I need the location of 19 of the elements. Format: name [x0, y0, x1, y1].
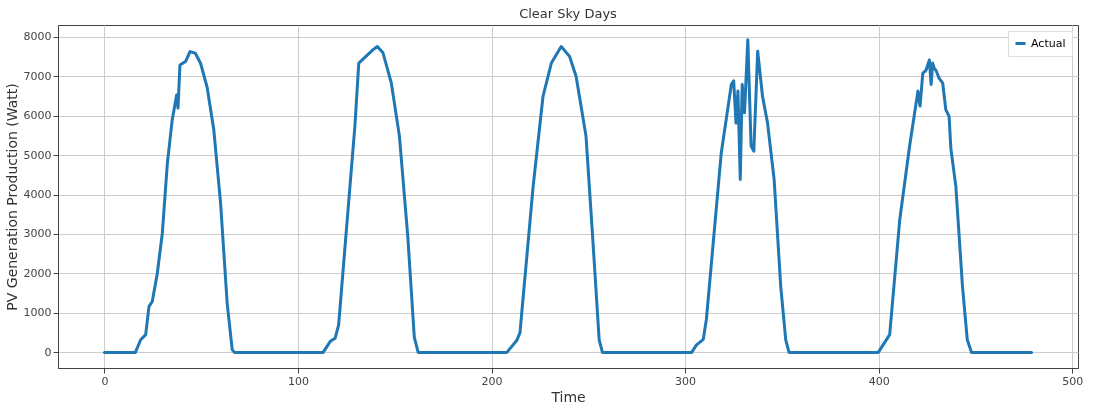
x-axis-title: Time — [550, 388, 586, 405]
x-tick-label: 0 — [101, 374, 109, 388]
x-tick-label: 400 — [868, 374, 890, 388]
y-tick-label: 0 — [44, 345, 52, 359]
y-tick-label: 4000 — [23, 188, 52, 202]
y-tick-label: 7000 — [23, 69, 52, 83]
y-axis-title: PV Generation Production (Watt) — [3, 83, 20, 311]
x-tick-label: 300 — [675, 374, 697, 388]
y-tick-label: 8000 — [23, 30, 52, 44]
y-tick-label: 1000 — [23, 306, 52, 320]
y-tick-label: 2000 — [23, 266, 52, 280]
chart-title: Clear Sky Days — [519, 6, 618, 21]
y-tick-label: 5000 — [23, 148, 52, 162]
y-tick-label: 6000 — [23, 109, 52, 123]
x-tick-label: 200 — [481, 374, 503, 388]
x-tick-label: 100 — [288, 374, 309, 388]
y-tick-label: 3000 — [23, 227, 52, 241]
x-tick-label: 500 — [1062, 374, 1084, 388]
legend-label: Actual — [1031, 36, 1066, 50]
